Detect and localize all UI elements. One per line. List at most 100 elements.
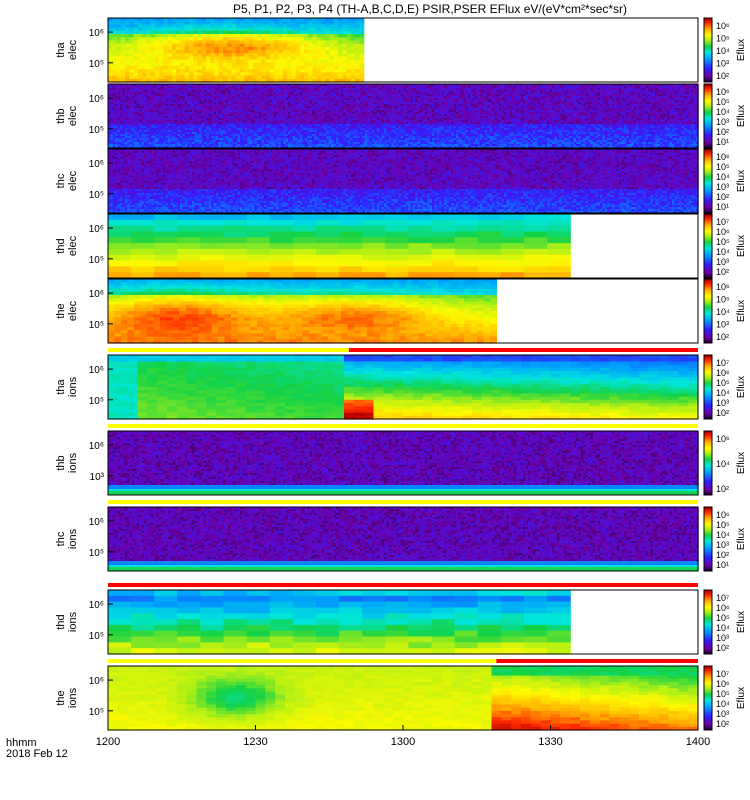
colorbar-label: Eflux bbox=[736, 39, 747, 61]
colorbar-tick-label: 10⁶ bbox=[716, 679, 730, 689]
colorbar-tick-label: 10⁶ bbox=[716, 434, 730, 444]
colorbar-tick-label: 10² bbox=[716, 719, 729, 729]
spectrogram-tha-ions bbox=[108, 355, 699, 420]
y-tick-label: 10⁵ bbox=[89, 548, 104, 559]
y-tick-label: 10⁵ bbox=[89, 59, 104, 70]
x-tick-label: 1200 bbox=[96, 736, 120, 748]
y-tick-label: 10⁵ bbox=[89, 190, 104, 201]
colorbar-label: Eflux bbox=[736, 528, 747, 550]
colorbar-tick-label: 10² bbox=[716, 332, 729, 342]
date-caption: 2018 Feb 12 bbox=[6, 748, 68, 760]
y-axis-label: tha bbox=[55, 41, 67, 57]
colorbar-tick-label: 10¹ bbox=[716, 202, 729, 212]
y-tick-label: 10⁵ bbox=[89, 255, 104, 266]
y-tick-label: 10⁶ bbox=[89, 365, 104, 376]
colorbar-label: Eflux bbox=[736, 687, 747, 709]
y-axis-label: elec bbox=[67, 235, 79, 256]
colorbar-tick-label: 10⁶ bbox=[716, 510, 730, 520]
spectrogram-the-elec bbox=[108, 279, 497, 344]
colorbar-tick-label: 10² bbox=[716, 643, 729, 653]
colorbar-tick-label: 10⁴ bbox=[716, 307, 730, 317]
colorbar-tick-label: 10² bbox=[716, 192, 729, 202]
colorbar-tick-label: 10⁵ bbox=[716, 34, 730, 44]
y-tick-label: 10⁶ bbox=[89, 289, 104, 300]
colorbar-tick-label: 10³ bbox=[716, 709, 729, 719]
colorbar-the-elec: 10⁶ 10⁵ 10⁴ 10³ 10² Eflux bbox=[704, 279, 747, 344]
mode-bar-slow bbox=[108, 659, 496, 663]
colorbar-tick-label: 10² bbox=[716, 71, 729, 81]
colorbar-tick-label: 10¹ bbox=[716, 137, 729, 147]
spectrogram-the-ions bbox=[108, 666, 699, 731]
y-tick-label: 10⁶ bbox=[89, 676, 104, 687]
colorbar-tick-label: 10³ bbox=[716, 633, 729, 643]
mode-bar-slow bbox=[108, 500, 698, 504]
y-tick-label: 10⁶ bbox=[89, 517, 104, 528]
colorbar-label: Eflux bbox=[736, 300, 747, 322]
y-tick-label: 10⁵ bbox=[89, 396, 104, 407]
figure-title: P5, P1, P2, P3, P4 (TH-A,B,C,D,E) PSIR,P… bbox=[233, 2, 627, 16]
spectrogram-thb-ions bbox=[108, 431, 699, 495]
mode-bar-fast bbox=[349, 348, 698, 352]
colorbar-tick-label: 10⁵ bbox=[716, 520, 730, 530]
y-tick-label: 10⁵ bbox=[89, 125, 104, 136]
colorbar-tick-label: 10⁶ bbox=[716, 21, 730, 31]
x-tick-label: 1400 bbox=[686, 736, 710, 748]
colorbar-tick-label: 10⁷ bbox=[716, 593, 729, 603]
y-tick-label: 10⁶ bbox=[89, 94, 104, 105]
spectrogram-thd-ions bbox=[108, 590, 571, 655]
colorbar-tick-label: 10⁵ bbox=[716, 613, 730, 623]
colorbar-tick-label: 10⁵ bbox=[716, 237, 730, 247]
y-axis-label: thc bbox=[55, 531, 67, 546]
colorbar-tick-label: 10⁷ bbox=[716, 217, 729, 227]
colorbar-tick-label: 10⁶ bbox=[716, 87, 730, 97]
y-axis-label: elec bbox=[67, 39, 79, 60]
colorbar-label: Eflux bbox=[736, 105, 747, 127]
y-axis-label: thd bbox=[55, 238, 67, 253]
colorbar-tick-label: 10⁴ bbox=[716, 388, 730, 398]
x-tick-label: 1330 bbox=[538, 736, 562, 748]
colorbar-tick-label: 10³ bbox=[716, 540, 729, 550]
y-axis-label: elec bbox=[67, 170, 79, 191]
colorbar-tick-label: 10³ bbox=[716, 320, 729, 330]
y-axis-label: elec bbox=[67, 105, 79, 126]
y-axis-label: ions bbox=[67, 611, 79, 632]
colorbar-tick-label: 10³ bbox=[716, 257, 729, 267]
colorbar-tick-label: 10⁶ bbox=[716, 282, 730, 292]
mode-bar-slow bbox=[108, 424, 698, 428]
colorbar-tick-label: 10³ bbox=[716, 117, 729, 127]
colorbar-tick-label: 10⁶ bbox=[716, 152, 730, 162]
colorbar-label: Eflux bbox=[736, 376, 747, 398]
colorbar-tick-label: 10⁶ bbox=[716, 227, 730, 237]
x-tick-label: 1300 bbox=[391, 736, 415, 748]
y-tick-label: 10⁶ bbox=[89, 28, 104, 39]
colorbar-tick-label: 10⁵ bbox=[716, 295, 730, 305]
y-tick-label: 10⁵ bbox=[89, 631, 104, 642]
y-axis-label: thc bbox=[55, 173, 67, 188]
colorbar-tick-label: 10⁴ bbox=[716, 247, 730, 257]
spectrogram-thc-ions bbox=[108, 507, 699, 571]
y-tick-label: 10⁵ bbox=[89, 707, 104, 718]
y-tick-label: 10³ bbox=[90, 472, 105, 483]
colorbar-tick-label: 10² bbox=[716, 408, 729, 418]
colorbar-tick-label: 10⁵ bbox=[716, 689, 730, 699]
y-axis-label: ions bbox=[67, 452, 79, 473]
x-tick-label: 1230 bbox=[243, 736, 267, 748]
y-axis-label: elec bbox=[67, 300, 79, 321]
y-axis-label: thb bbox=[55, 108, 67, 123]
